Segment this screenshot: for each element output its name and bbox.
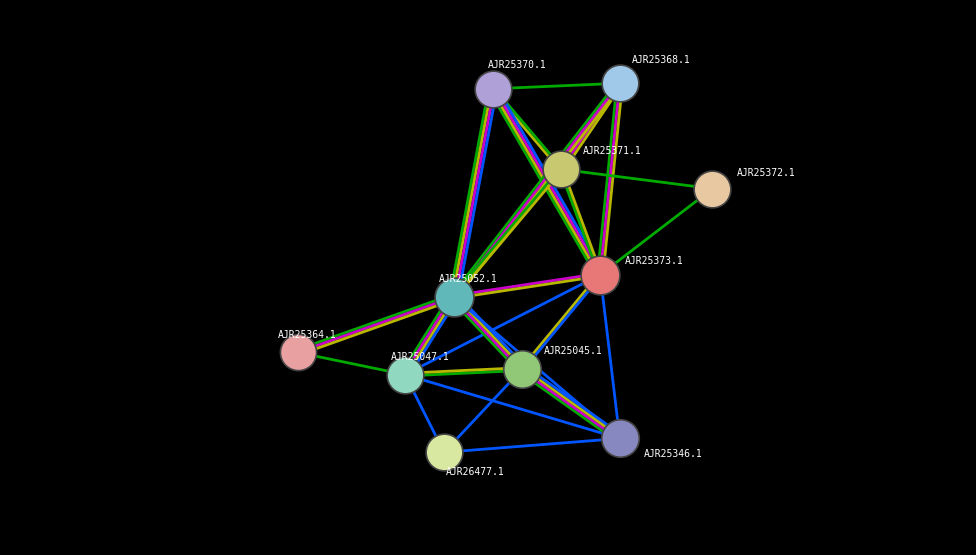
- Point: [612, 434, 628, 443]
- Text: AJR25052.1: AJR25052.1: [439, 274, 498, 284]
- Point: [485, 84, 501, 93]
- Point: [397, 370, 413, 379]
- Point: [553, 165, 569, 174]
- Text: AJR25368.1: AJR25368.1: [631, 55, 690, 65]
- Text: AJR25045.1: AJR25045.1: [544, 346, 602, 356]
- Text: AJR25371.1: AJR25371.1: [583, 146, 641, 156]
- Text: AJR25047.1: AJR25047.1: [390, 352, 449, 362]
- Point: [705, 184, 720, 193]
- Point: [592, 270, 608, 279]
- Text: AJR25364.1: AJR25364.1: [278, 330, 337, 340]
- Point: [290, 348, 305, 357]
- Text: AJR25372.1: AJR25372.1: [737, 168, 795, 178]
- Text: AJR26477.1: AJR26477.1: [446, 467, 505, 477]
- Point: [514, 365, 530, 374]
- Text: AJR25373.1: AJR25373.1: [625, 256, 683, 266]
- Point: [612, 79, 628, 88]
- Point: [436, 448, 452, 457]
- Point: [446, 292, 462, 301]
- Text: AJR25370.1: AJR25370.1: [488, 60, 547, 70]
- Text: AJR25346.1: AJR25346.1: [644, 449, 703, 459]
